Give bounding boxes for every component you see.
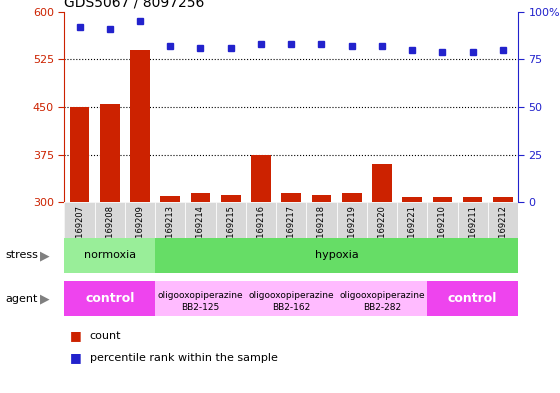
Bar	[155, 238, 518, 273]
Bar	[337, 202, 367, 238]
Text: GDS5067 / 8097256: GDS5067 / 8097256	[64, 0, 205, 9]
Bar	[397, 202, 427, 238]
Bar	[155, 202, 185, 238]
Text: GSM1169219: GSM1169219	[347, 205, 356, 261]
Bar	[251, 155, 271, 202]
Text: BB2-125: BB2-125	[181, 303, 220, 312]
Bar	[306, 202, 337, 238]
Bar	[276, 202, 306, 238]
Text: count: count	[90, 331, 121, 341]
Bar	[372, 164, 392, 202]
Text: oligooxopiperazine: oligooxopiperazine	[249, 291, 334, 299]
Bar	[432, 197, 452, 202]
Bar	[427, 281, 518, 316]
Bar	[64, 281, 155, 316]
Text: oligooxopiperazine: oligooxopiperazine	[158, 291, 243, 299]
Bar	[221, 195, 241, 202]
Bar	[281, 193, 301, 202]
Text: GSM1169216: GSM1169216	[256, 205, 265, 261]
Text: GSM1169213: GSM1169213	[166, 205, 175, 261]
Bar	[216, 202, 246, 238]
Bar	[64, 202, 95, 238]
Bar	[246, 202, 276, 238]
Text: ▶: ▶	[40, 249, 50, 262]
Text: control: control	[448, 292, 497, 305]
Bar	[337, 281, 427, 316]
Text: GSM1169220: GSM1169220	[377, 205, 386, 261]
Text: GSM1169208: GSM1169208	[105, 205, 114, 261]
Bar	[69, 107, 90, 202]
Text: GSM1169217: GSM1169217	[287, 205, 296, 261]
Bar	[311, 195, 332, 202]
Text: percentile rank within the sample: percentile rank within the sample	[90, 353, 277, 363]
Text: oligooxopiperazine: oligooxopiperazine	[339, 291, 424, 299]
Text: GSM1169211: GSM1169211	[468, 205, 477, 261]
Bar	[463, 197, 483, 202]
Text: GSM1169215: GSM1169215	[226, 205, 235, 261]
Bar	[100, 104, 120, 202]
Text: ■: ■	[70, 351, 82, 364]
Text: ▶: ▶	[40, 292, 50, 305]
Text: GSM1169218: GSM1169218	[317, 205, 326, 261]
Text: BB2-162: BB2-162	[272, 303, 310, 312]
Bar	[190, 193, 211, 202]
Text: GSM1169209: GSM1169209	[136, 205, 144, 261]
Text: agent: agent	[6, 294, 38, 304]
Bar	[367, 202, 397, 238]
Bar	[160, 196, 180, 202]
Text: GSM1169214: GSM1169214	[196, 205, 205, 261]
Bar	[427, 202, 458, 238]
Bar	[155, 281, 246, 316]
Text: ■: ■	[70, 329, 82, 343]
Text: GSM1169221: GSM1169221	[408, 205, 417, 261]
Text: BB2-282: BB2-282	[363, 303, 401, 312]
Bar	[493, 197, 513, 202]
Bar	[95, 202, 125, 238]
Bar	[125, 202, 155, 238]
Bar	[458, 202, 488, 238]
Text: GSM1169207: GSM1169207	[75, 205, 84, 261]
Text: stress: stress	[6, 250, 39, 261]
Bar	[246, 281, 337, 316]
Text: GSM1169212: GSM1169212	[498, 205, 507, 261]
Bar	[342, 193, 362, 202]
Bar	[402, 197, 422, 202]
Text: GSM1169210: GSM1169210	[438, 205, 447, 261]
Bar	[64, 238, 155, 273]
Bar	[185, 202, 216, 238]
Bar	[130, 50, 150, 202]
Bar	[488, 202, 518, 238]
Text: hypoxia: hypoxia	[315, 250, 358, 261]
Text: control: control	[85, 292, 134, 305]
Text: normoxia: normoxia	[83, 250, 136, 261]
